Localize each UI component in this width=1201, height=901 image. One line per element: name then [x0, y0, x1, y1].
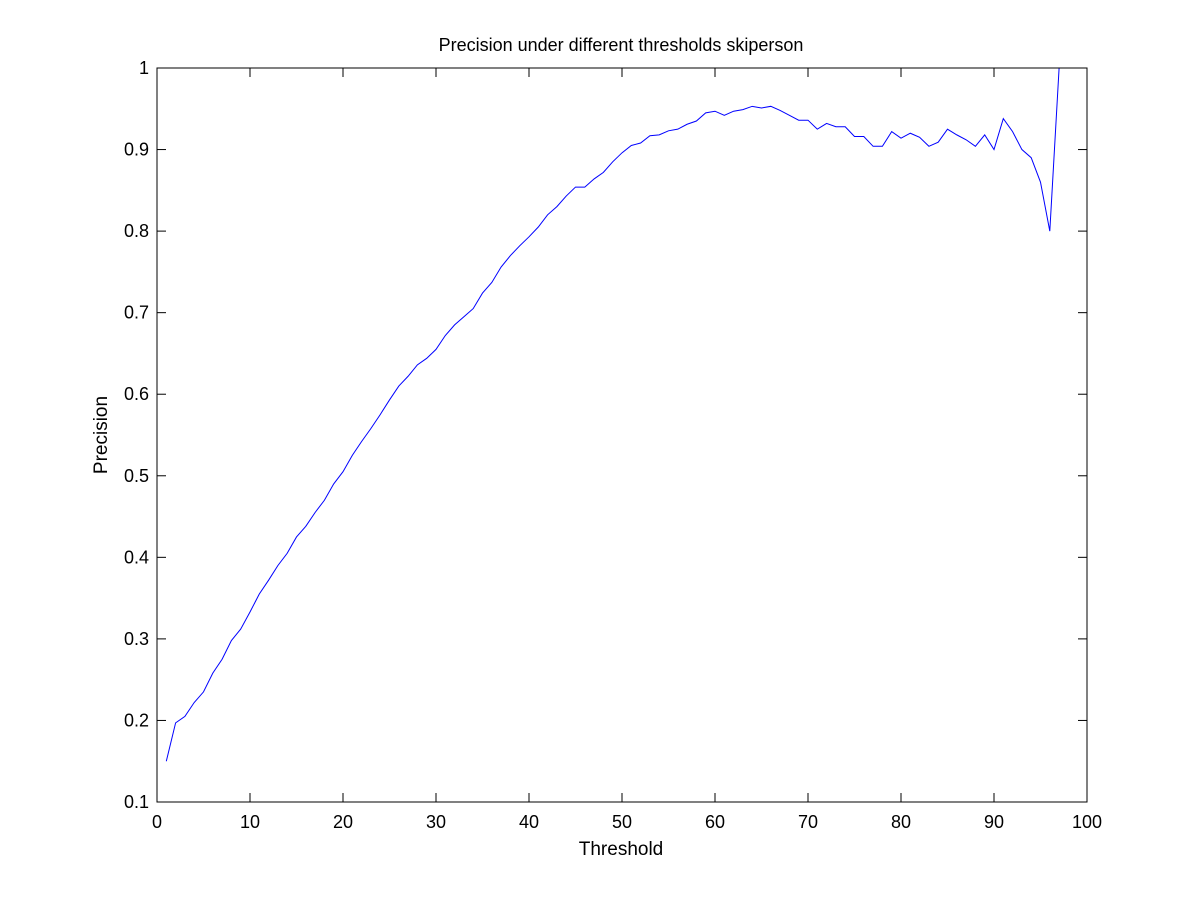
x-tick-label: 60 — [705, 812, 725, 832]
y-tick-label: 0.2 — [124, 710, 149, 730]
x-tick-label: 100 — [1072, 812, 1102, 832]
y-tick-label: 0.9 — [124, 140, 149, 160]
x-tick-label: 10 — [240, 812, 260, 832]
y-tick-label: 0.5 — [124, 466, 149, 486]
y-tick-label: 1 — [139, 58, 149, 78]
y-axis-label: Precision — [91, 396, 112, 474]
y-tick-label: 0.6 — [124, 384, 149, 404]
plot-area-border — [156, 67, 1088, 803]
precision-series-line — [165, 67, 1060, 762]
x-tick-label: 50 — [612, 812, 632, 832]
y-tick-label: 0.1 — [124, 792, 149, 812]
x-tick-label: 40 — [519, 812, 539, 832]
axis-tick-labels: 0 10 20 30 40 50 60 70 80 90 100 0.1 0.2 0.3 0.4 0.5 0.6… — [124, 58, 1102, 832]
x-tick-label: 30 — [426, 812, 446, 832]
chart-title: Precision under different thresholds ski… — [439, 35, 804, 55]
x-tick-label: 80 — [891, 812, 911, 832]
x-axis-label: Threshold — [579, 839, 664, 860]
series-layer — [165, 67, 1060, 762]
y-tick-label: 0.3 — [124, 629, 149, 649]
x-tick-label: 0 — [152, 812, 162, 832]
x-tick-label: 70 — [798, 812, 818, 832]
x-tick-label: 90 — [984, 812, 1004, 832]
y-tick-label: 0.7 — [124, 303, 149, 323]
y-tick-label: 0.8 — [124, 221, 149, 241]
x-tick-label: 20 — [333, 812, 353, 832]
y-tick-label: 0.4 — [124, 547, 149, 567]
